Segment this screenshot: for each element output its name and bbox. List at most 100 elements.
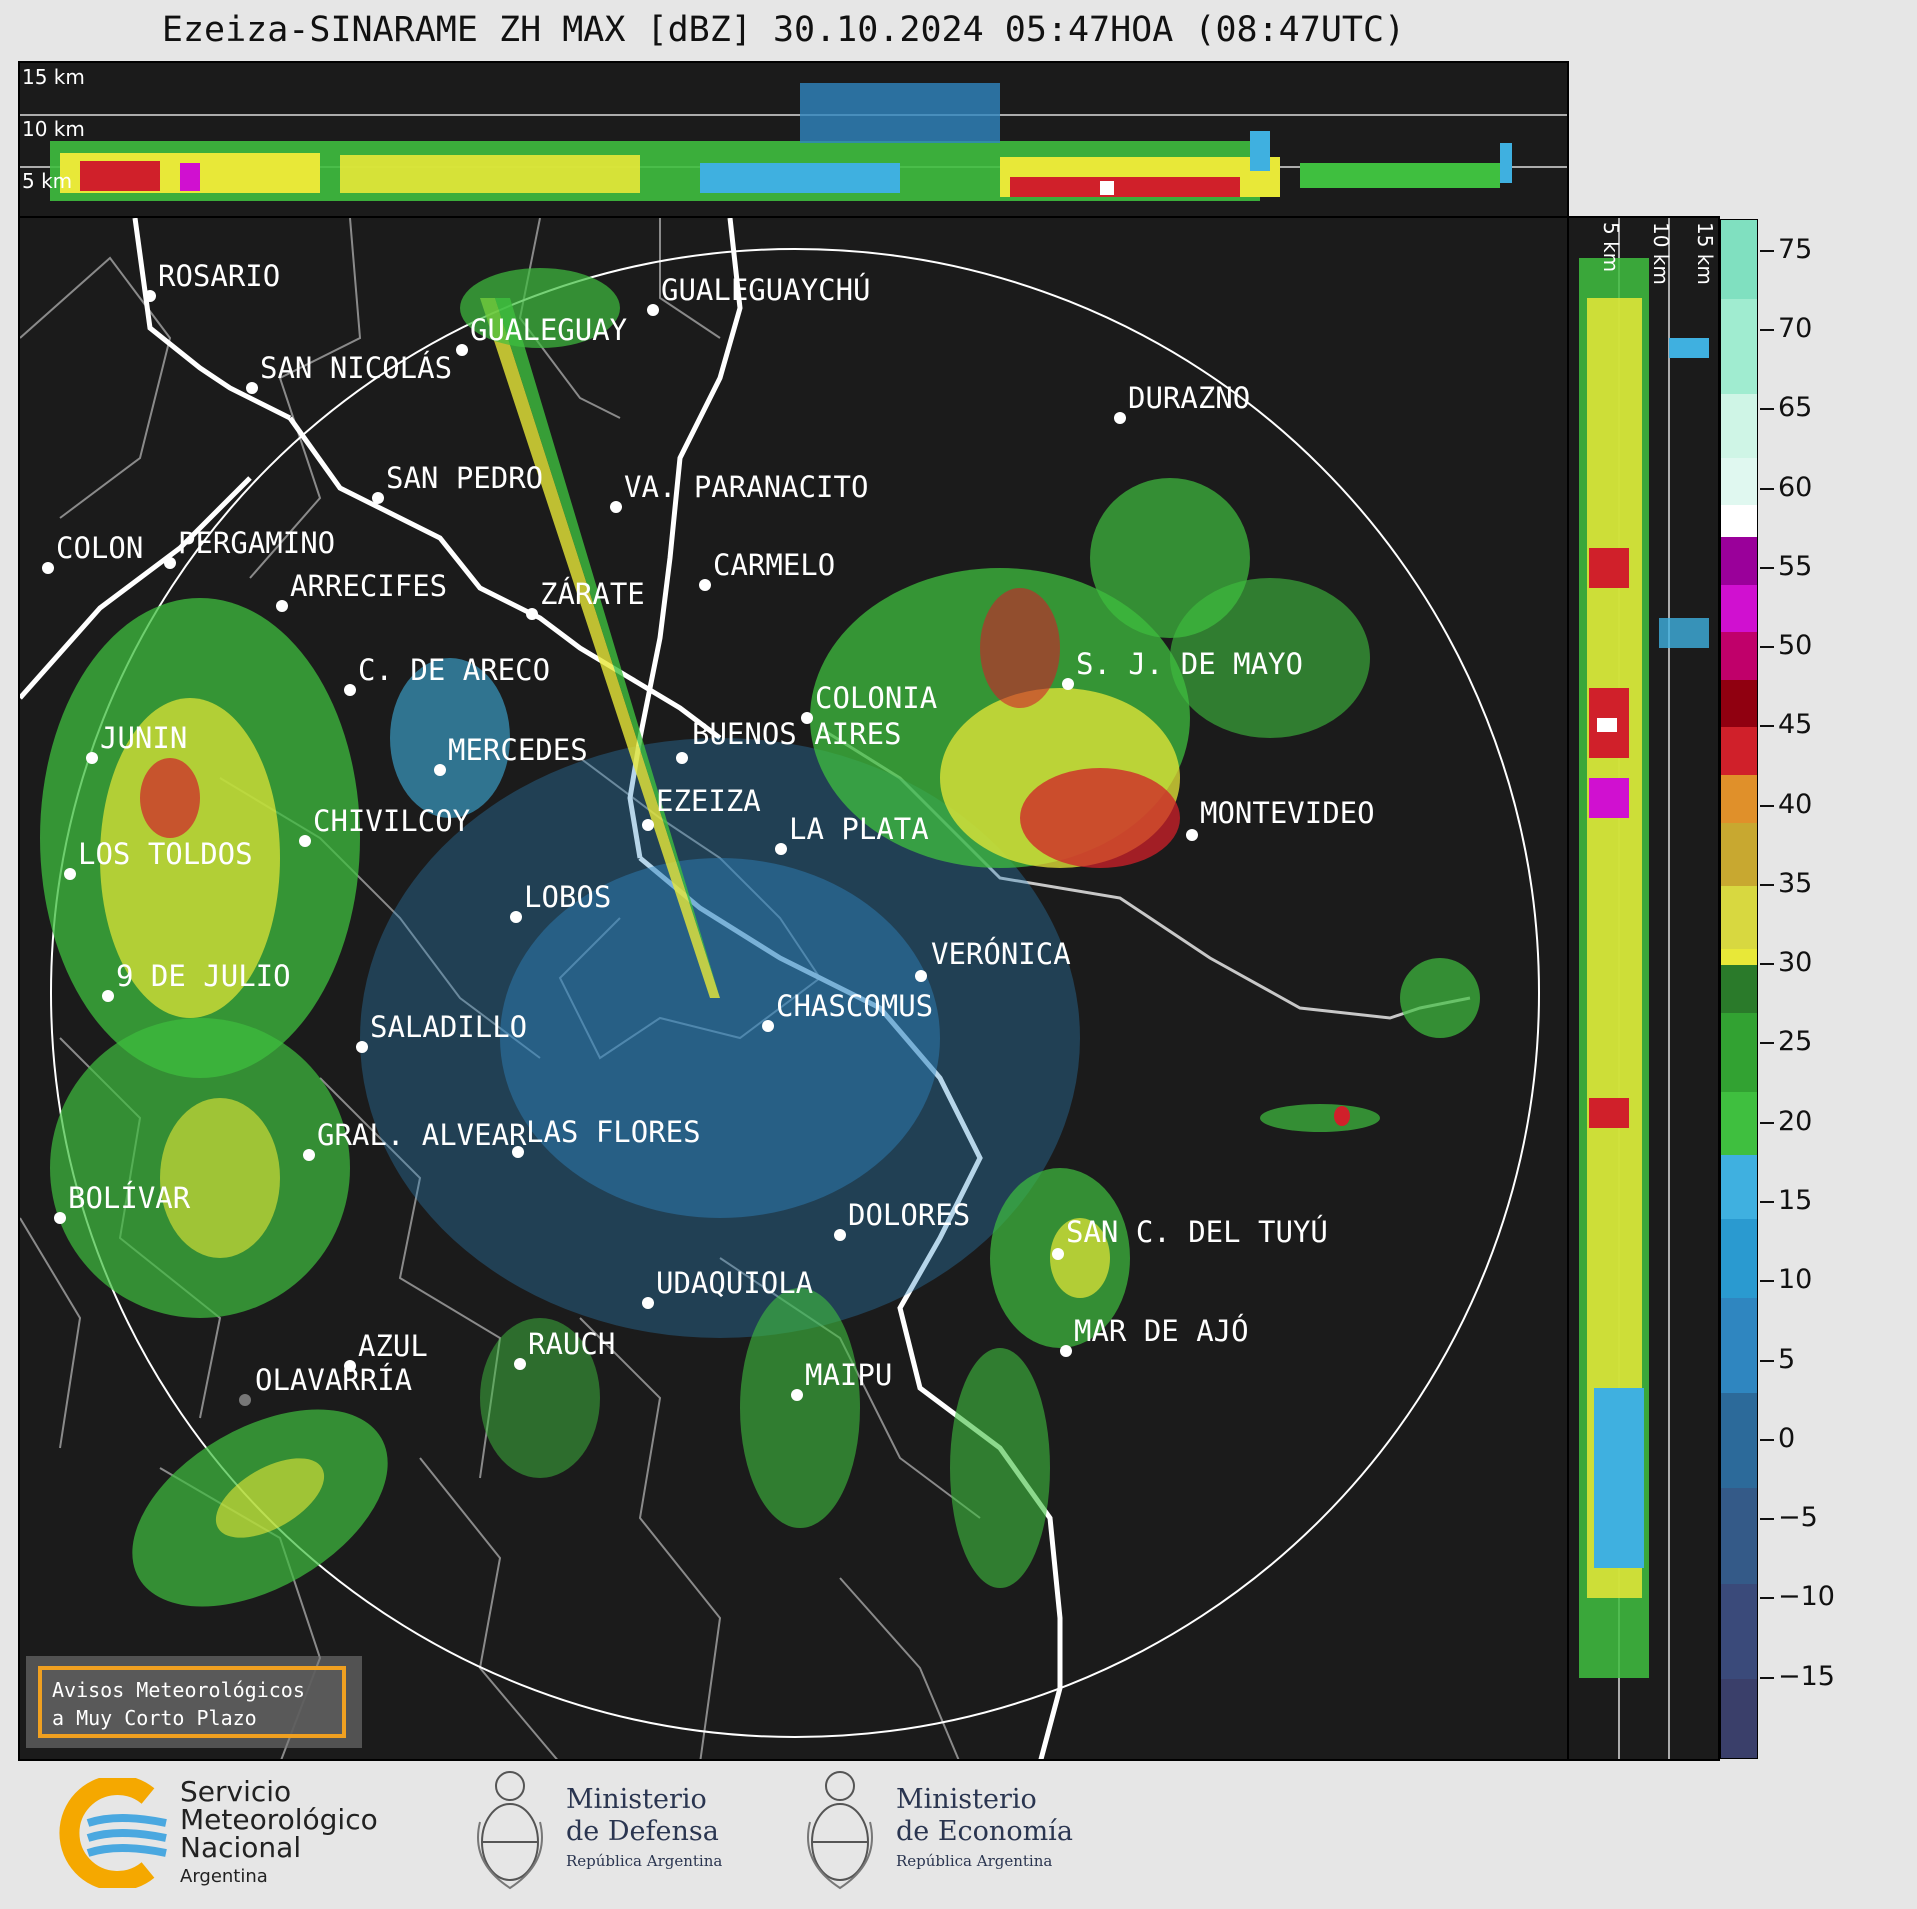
colorbar-segment bbox=[1721, 727, 1757, 775]
rivers-coastline bbox=[20, 218, 1063, 1759]
city-label: ZÁRATE bbox=[540, 577, 645, 611]
economia-line3: República Argentina bbox=[896, 1852, 1053, 1870]
colorbar-tick-label: 15 bbox=[1778, 1185, 1813, 1217]
radar-map-graphic: ROSARIO GUALEGUAYCHÚ GUALEGUAY SAN NICOLÁS D… bbox=[20, 218, 1540, 1759]
defensa-line2: de Defensa bbox=[566, 1816, 719, 1847]
city-label: MAR DE AJÓ bbox=[1074, 1314, 1249, 1348]
defensa-logo: Ministerio de Defensa República Argentin… bbox=[470, 1762, 770, 1902]
city-marker bbox=[526, 608, 538, 620]
colorbar-tick bbox=[1760, 487, 1774, 490]
city-marker bbox=[42, 562, 54, 574]
city-label: CHIVILCOY bbox=[313, 804, 470, 838]
smn-line3: Nacional bbox=[180, 1831, 302, 1864]
colorbar-tick-label: 0 bbox=[1778, 1422, 1796, 1454]
city-label: LAS FLORES bbox=[526, 1115, 701, 1149]
smn-logo: Servicio Meteorológico Nacional Argentin… bbox=[48, 1778, 428, 1888]
city-label: VERÓNICA bbox=[931, 937, 1071, 971]
colorbar-segment bbox=[1721, 1583, 1757, 1679]
alert-line-1: Avisos Meteorológicos bbox=[52, 1678, 305, 1702]
coat-of-arms-icon bbox=[807, 1771, 873, 1890]
colorbar-tick bbox=[1760, 883, 1774, 886]
colorbar-tick bbox=[1760, 1438, 1774, 1441]
city-label: SAN NICOLÁS bbox=[260, 351, 452, 385]
economia-logo: Ministerio de Economía República Argenti… bbox=[800, 1762, 1100, 1902]
city-label: GRAL. ALVEAR bbox=[317, 1118, 527, 1152]
colorbar-tick-label: 60 bbox=[1778, 471, 1813, 503]
city-marker bbox=[299, 835, 311, 847]
city-marker bbox=[64, 868, 76, 880]
colorbar-segment bbox=[1721, 1218, 1757, 1299]
colorbar-tick-label: 70 bbox=[1778, 312, 1813, 344]
city-label: 9 DE JULIO bbox=[116, 959, 291, 993]
colorbar-tick bbox=[1760, 646, 1774, 649]
side-level-label-10km: 10 km bbox=[1649, 222, 1673, 285]
city-marker bbox=[356, 1041, 368, 1053]
city-marker bbox=[54, 1212, 66, 1224]
city-marker bbox=[510, 911, 522, 923]
city-label: SAN PEDRO bbox=[386, 461, 543, 495]
colorbar-tick-label: 20 bbox=[1778, 1105, 1813, 1137]
city-marker bbox=[102, 990, 114, 1002]
radar-map-panel[interactable]: ROSARIO GUALEGUAYCHÚ GUALEGUAY SAN NICOLÁS D… bbox=[18, 216, 1569, 1761]
city-label: BUENOS AIRES bbox=[692, 717, 902, 751]
colorbar-tick bbox=[1760, 328, 1774, 331]
range-ring bbox=[50, 248, 1540, 1738]
level-label-10km: 10 km bbox=[22, 117, 85, 141]
colorbar-segment bbox=[1721, 1488, 1757, 1584]
colorbar-tick bbox=[1760, 1518, 1774, 1521]
city-label: JUNIN bbox=[100, 721, 187, 755]
city-marker bbox=[86, 752, 98, 764]
city-label: LOS TOLDOS bbox=[78, 837, 253, 871]
alert-link-button[interactable]: Avisos Meteorológicos a Muy Corto Plazo bbox=[38, 1666, 346, 1738]
city-label: EZEIZA bbox=[656, 784, 761, 818]
colorbar-tick-label: 10 bbox=[1778, 1264, 1813, 1296]
colorbar-tick-label: 25 bbox=[1778, 1026, 1813, 1058]
city-marker bbox=[276, 600, 288, 612]
colorbar-tick bbox=[1760, 1597, 1774, 1600]
level-label-15km: 15 km bbox=[22, 65, 85, 89]
defensa-line1: Ministerio bbox=[566, 1784, 707, 1815]
city-marker bbox=[456, 344, 468, 356]
colorbar-segment bbox=[1721, 774, 1757, 823]
colorbar-tick-label: 65 bbox=[1778, 392, 1813, 424]
colorbar-tick bbox=[1760, 249, 1774, 252]
city-marker bbox=[164, 557, 176, 569]
city-label: LOBOS bbox=[524, 880, 611, 914]
defensa-line3: República Argentina bbox=[566, 1852, 723, 1870]
economia-line1: Ministerio bbox=[896, 1784, 1037, 1815]
colorbar-segment bbox=[1721, 885, 1757, 950]
colorbar-tick bbox=[1760, 804, 1774, 807]
city-label: LA PLATA bbox=[789, 812, 929, 846]
city-marker bbox=[775, 843, 787, 855]
colorbar-segment bbox=[1721, 584, 1757, 633]
city-marker bbox=[915, 970, 927, 982]
city-marker bbox=[144, 290, 156, 302]
city-label: S. J. DE MAYO bbox=[1076, 647, 1303, 681]
smn-logo-icon bbox=[59, 1778, 167, 1888]
top-cross-section-panel: 15 km 10 km 5 km bbox=[18, 61, 1569, 218]
city-marker bbox=[642, 1297, 654, 1309]
colorbar-tick bbox=[1760, 566, 1774, 569]
city-label: DOLORES bbox=[848, 1198, 970, 1232]
city-label: UDAQUIOLA bbox=[656, 1266, 813, 1300]
colorbar-tick bbox=[1760, 725, 1774, 728]
colorbar-tick bbox=[1760, 1280, 1774, 1283]
colorbar-segment bbox=[1721, 965, 1757, 1013]
colorbar-tick-label: 35 bbox=[1778, 867, 1813, 899]
city-label: C. DE ARECO bbox=[358, 653, 550, 687]
side-cross-section-graphic bbox=[1579, 218, 1709, 1759]
city-marker bbox=[676, 752, 688, 764]
city-label: CARMELO bbox=[713, 548, 835, 582]
level-label-5km: 5 km bbox=[22, 169, 73, 193]
dbz-colorbar bbox=[1720, 219, 1758, 1759]
colorbar-tick-label: −5 bbox=[1778, 1502, 1818, 1534]
colorbar-tick bbox=[1760, 408, 1774, 411]
colorbar-tick-label: 40 bbox=[1778, 788, 1813, 820]
city-label: SAN C. DEL TUYÚ bbox=[1066, 1215, 1328, 1249]
colorbar-segment bbox=[1721, 1678, 1757, 1758]
colorbar-tick-label: 30 bbox=[1778, 947, 1813, 979]
colorbar-tick-label: 5 bbox=[1778, 1343, 1796, 1375]
economia-line2: de Economía bbox=[896, 1816, 1073, 1847]
colorbar-segment bbox=[1721, 949, 1757, 966]
city-label: ROSARIO bbox=[158, 259, 280, 293]
